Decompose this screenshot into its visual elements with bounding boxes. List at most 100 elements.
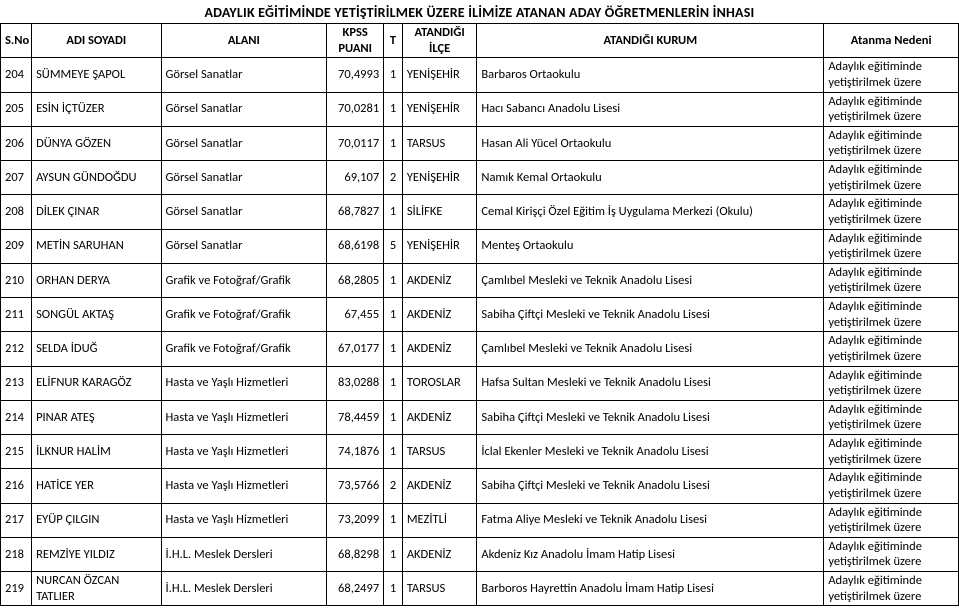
cell-kurum: Akdeniz Kız Anadolu İmam Hatip Lisesi (477, 537, 824, 571)
cell-alani: Görsel Sanatlar (161, 229, 327, 263)
cell-alani: Hasta ve Yaşlı Hizmetleri (161, 435, 327, 469)
cell-t: 1 (384, 126, 403, 160)
cell-kurum: Barbaros Ortaokulu (477, 58, 824, 92)
cell-sno: 218 (1, 537, 32, 571)
cell-t: 5 (384, 229, 403, 263)
table-row: 215İLKNUR HALİMHasta ve Yaşlı Hizmetleri… (1, 435, 959, 469)
table-row: 208DİLEK ÇINARGörsel Sanatlar68,78271SİL… (1, 195, 959, 229)
cell-alani: Grafik ve Fotoğraf/Grafik (161, 298, 327, 332)
cell-t: 1 (384, 400, 403, 434)
cell-kurum: Çamlıbel Mesleki ve Teknik Anadolu Lises… (477, 263, 824, 297)
cell-name: PINAR ATEŞ (32, 400, 161, 434)
cell-neden: Adaylık eğitiminde yetiştirilmek üzere (824, 58, 959, 92)
cell-neden: Adaylık eğitiminde yetiştirilmek üzere (824, 366, 959, 400)
cell-t: 1 (384, 195, 403, 229)
cell-kpss: 67,455 (327, 298, 384, 332)
cell-name: NURCAN ÖZCAN TATLIER (32, 572, 161, 606)
cell-alani: Görsel Sanatlar (161, 126, 327, 160)
cell-ilce: MEZİTLİ (402, 503, 477, 537)
cell-kpss: 69,107 (327, 161, 384, 195)
cell-alani: Görsel Sanatlar (161, 92, 327, 126)
cell-t: 1 (384, 503, 403, 537)
cell-ilce: TARSUS (402, 572, 477, 606)
cell-ilce: AKDENİZ (402, 298, 477, 332)
cell-kurum: Hacı Sabancı Anadolu Lisesi (477, 92, 824, 126)
cell-name: SÜMMEYE ŞAPOL (32, 58, 161, 92)
cell-name: METİN SARUHAN (32, 229, 161, 263)
cell-kurum: Menteş Ortaokulu (477, 229, 824, 263)
cell-kpss: 70,4993 (327, 58, 384, 92)
cell-neden: Adaylık eğitiminde yetiştirilmek üzere (824, 229, 959, 263)
cell-name: ELİFNUR KARAGÖZ (32, 366, 161, 400)
cell-alani: Grafik ve Fotoğraf/Grafik (161, 263, 327, 297)
cell-neden: Adaylık eğitiminde yetiştirilmek üzere (824, 435, 959, 469)
table-row: 214PINAR ATEŞHasta ve Yaşlı Hizmetleri78… (1, 400, 959, 434)
cell-sno: 217 (1, 503, 32, 537)
data-table: S.No ADI SOYADI ALANI KPSS PUANI T ATAND… (0, 23, 959, 606)
cell-ilce: YENİŞEHİR (402, 58, 477, 92)
cell-neden: Adaylık eğitiminde yetiştirilmek üzere (824, 263, 959, 297)
cell-kpss: 70,0117 (327, 126, 384, 160)
table-row: 218REMZİYE YILDIZİ.H.L. Meslek Dersleri6… (1, 537, 959, 571)
cell-neden: Adaylık eğitiminde yetiştirilmek üzere (824, 298, 959, 332)
cell-alani: Hasta ve Yaşlı Hizmetleri (161, 400, 327, 434)
cell-t: 1 (384, 435, 403, 469)
cell-alani: Görsel Sanatlar (161, 58, 327, 92)
cell-kpss: 67,0177 (327, 332, 384, 366)
cell-ilce: TARSUS (402, 435, 477, 469)
cell-name: HATİCE YER (32, 469, 161, 503)
cell-kurum: Namık Kemal Ortaokulu (477, 161, 824, 195)
table-row: 204SÜMMEYE ŞAPOLGörsel Sanatlar70,49931Y… (1, 58, 959, 92)
col-kurum: ATANDIĞI KURUM (477, 24, 824, 58)
cell-kpss: 73,2099 (327, 503, 384, 537)
table-body: 204SÜMMEYE ŞAPOLGörsel Sanatlar70,49931Y… (1, 58, 959, 606)
cell-alani: Grafik ve Fotoğraf/Grafik (161, 332, 327, 366)
cell-name: İLKNUR HALİM (32, 435, 161, 469)
cell-sno: 211 (1, 298, 32, 332)
cell-t: 1 (384, 537, 403, 571)
cell-name: DÜNYA GÖZEN (32, 126, 161, 160)
cell-sno: 204 (1, 58, 32, 92)
cell-kurum: Cemal Kirişçi Özel Eğitim İş Uygulama Me… (477, 195, 824, 229)
table-row: 212SELDA İDUĞGrafik ve Fotoğraf/Grafik67… (1, 332, 959, 366)
cell-kpss: 68,8298 (327, 537, 384, 571)
cell-sno: 216 (1, 469, 32, 503)
cell-alani: İ.H.L. Meslek Dersleri (161, 537, 327, 571)
cell-ilce: YENİŞEHİR (402, 92, 477, 126)
col-alani: ALANI (161, 24, 327, 58)
cell-kurum: Sabiha Çiftçi Mesleki ve Teknik Anadolu … (477, 400, 824, 434)
cell-sno: 209 (1, 229, 32, 263)
cell-sno: 207 (1, 161, 32, 195)
cell-kurum: Çamlıbel Mesleki ve Teknik Anadolu Lises… (477, 332, 824, 366)
table-row: 219NURCAN ÖZCAN TATLIERİ.H.L. Meslek Der… (1, 572, 959, 606)
cell-kpss: 73,5766 (327, 469, 384, 503)
table-row: 209METİN SARUHANGörsel Sanatlar68,61985Y… (1, 229, 959, 263)
cell-ilce: TOROSLAR (402, 366, 477, 400)
cell-neden: Adaylık eğitiminde yetiştirilmek üzere (824, 161, 959, 195)
cell-kpss: 70,0281 (327, 92, 384, 126)
cell-t: 1 (384, 572, 403, 606)
cell-t: 1 (384, 58, 403, 92)
cell-neden: Adaylık eğitiminde yetiştirilmek üzere (824, 537, 959, 571)
cell-t: 1 (384, 298, 403, 332)
col-sno: S.No (1, 24, 32, 58)
cell-sno: 215 (1, 435, 32, 469)
table-row: 210ORHAN DERYAGrafik ve Fotoğraf/Grafik6… (1, 263, 959, 297)
table-row: 205ESİN İÇTÜZERGörsel Sanatlar70,02811YE… (1, 92, 959, 126)
cell-sno: 210 (1, 263, 32, 297)
cell-kurum: İclal Ekenler Mesleki ve Teknik Anadolu … (477, 435, 824, 469)
cell-name: ESİN İÇTÜZER (32, 92, 161, 126)
cell-sno: 213 (1, 366, 32, 400)
cell-neden: Adaylık eğitiminde yetiştirilmek üzere (824, 400, 959, 434)
cell-neden: Adaylık eğitiminde yetiştirilmek üzere (824, 469, 959, 503)
cell-alani: Görsel Sanatlar (161, 161, 327, 195)
cell-ilce: AKDENİZ (402, 400, 477, 434)
cell-name: AYSUN GÜNDOĞDU (32, 161, 161, 195)
table-row: 211SONGÜL AKTAŞGrafik ve Fotoğraf/Grafik… (1, 298, 959, 332)
table-row: 217EYÜP ÇILGINHasta ve Yaşlı Hizmetleri7… (1, 503, 959, 537)
cell-kurum: Barboros Hayrettin Anadolu İmam Hatip Li… (477, 572, 824, 606)
cell-ilce: YENİŞEHİR (402, 161, 477, 195)
table-row: 216HATİCE YERHasta ve Yaşlı Hizmetleri73… (1, 469, 959, 503)
cell-kpss: 68,2805 (327, 263, 384, 297)
cell-sno: 219 (1, 572, 32, 606)
